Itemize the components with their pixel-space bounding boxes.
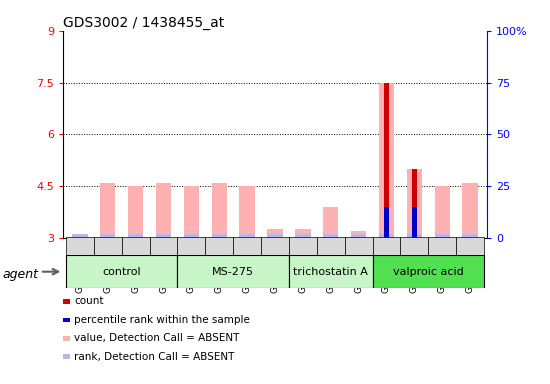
Bar: [100, 234, 116, 238]
Bar: [233, 237, 261, 255]
Bar: [212, 234, 227, 238]
Bar: [267, 230, 283, 238]
Bar: [384, 83, 389, 238]
Bar: [406, 234, 422, 238]
Bar: [379, 83, 394, 238]
Bar: [261, 237, 289, 255]
Text: MS-275: MS-275: [212, 266, 254, 277]
Bar: [205, 237, 233, 255]
Text: control: control: [102, 266, 141, 277]
Bar: [94, 237, 122, 255]
Bar: [184, 186, 199, 238]
Bar: [295, 234, 311, 238]
Bar: [72, 235, 87, 238]
Bar: [323, 207, 338, 238]
Bar: [411, 169, 417, 238]
Bar: [463, 234, 478, 238]
Bar: [100, 183, 116, 238]
Text: value, Detection Call = ABSENT: value, Detection Call = ABSENT: [74, 333, 240, 343]
Bar: [351, 234, 366, 238]
Bar: [372, 237, 400, 255]
Bar: [317, 237, 345, 255]
Bar: [295, 230, 311, 238]
Bar: [239, 186, 255, 238]
Text: count: count: [74, 296, 104, 306]
Bar: [72, 234, 87, 238]
Bar: [66, 237, 94, 255]
Bar: [323, 234, 338, 238]
Bar: [434, 234, 450, 238]
Bar: [345, 237, 372, 255]
Bar: [184, 234, 199, 238]
Bar: [384, 207, 389, 238]
Bar: [289, 237, 317, 255]
Bar: [400, 237, 428, 255]
Bar: [428, 237, 456, 255]
Bar: [411, 207, 417, 238]
Bar: [66, 255, 178, 288]
Bar: [128, 186, 144, 238]
Bar: [463, 183, 478, 238]
Bar: [434, 186, 450, 238]
Text: rank, Detection Call = ABSENT: rank, Detection Call = ABSENT: [74, 352, 235, 362]
Bar: [178, 237, 205, 255]
Bar: [122, 237, 150, 255]
Bar: [156, 183, 171, 238]
Text: agent: agent: [3, 268, 38, 281]
Bar: [150, 237, 178, 255]
Bar: [128, 234, 144, 238]
Bar: [289, 255, 372, 288]
Bar: [456, 237, 484, 255]
Bar: [372, 255, 484, 288]
Bar: [156, 234, 171, 238]
Text: trichostatin A: trichostatin A: [293, 266, 368, 277]
Bar: [239, 234, 255, 238]
Text: GDS3002 / 1438455_at: GDS3002 / 1438455_at: [63, 16, 224, 30]
Bar: [212, 183, 227, 238]
Bar: [351, 231, 366, 238]
Text: valproic acid: valproic acid: [393, 266, 464, 277]
Bar: [406, 169, 422, 238]
Bar: [267, 234, 283, 238]
Bar: [379, 234, 394, 238]
Bar: [178, 255, 289, 288]
Text: percentile rank within the sample: percentile rank within the sample: [74, 315, 250, 325]
